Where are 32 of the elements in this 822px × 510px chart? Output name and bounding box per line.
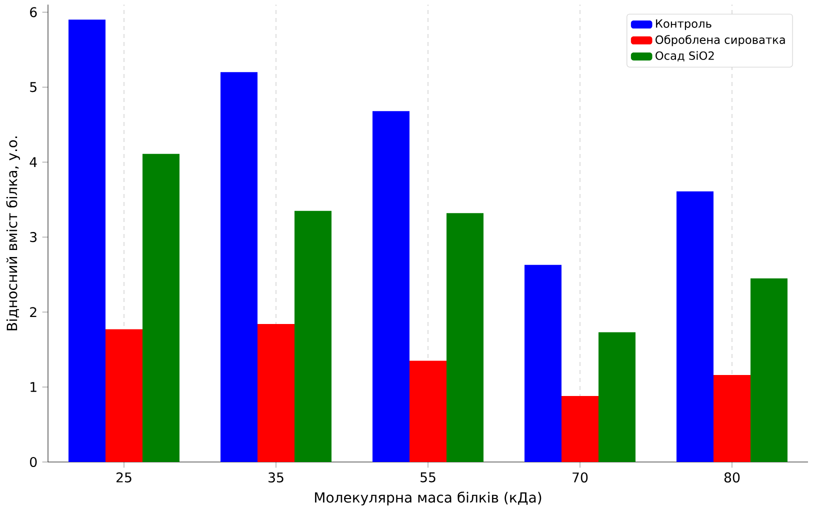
- y-tick-label: 2: [30, 307, 36, 318]
- bar: [220, 72, 258, 462]
- bar: [714, 375, 751, 462]
- y-tick-label: 6: [30, 7, 37, 18]
- bar: [142, 154, 180, 462]
- x-tick-label: 80: [724, 472, 740, 483]
- y-axis-title: Відносний вміст білка, у.о.: [6, 136, 20, 330]
- bar: [446, 213, 484, 462]
- bar: [106, 329, 142, 462]
- bar: [68, 20, 106, 462]
- bar: [598, 332, 636, 462]
- bar: [372, 111, 410, 462]
- y-tick-label: 1: [30, 382, 36, 392]
- x-tick-label: 70: [572, 472, 588, 483]
- legend-label: Осад SiO2: [656, 51, 714, 62]
- bar: [294, 210, 332, 462]
- bar: [524, 264, 562, 462]
- x-tick-label: 55: [420, 472, 436, 482]
- y-tick-label: 5: [30, 82, 36, 92]
- legend-label: Контроль: [656, 19, 712, 30]
- legend-label: Оброблена сироватка: [656, 35, 785, 46]
- bar: [750, 278, 788, 462]
- y-tick-label: 0: [30, 457, 37, 468]
- y-tick-label: 3: [30, 232, 37, 242]
- x-tick-label: 25: [116, 472, 132, 483]
- bar: [258, 324, 294, 462]
- x-tick-label: 35: [268, 472, 284, 483]
- bar: [562, 396, 599, 462]
- bar: [410, 360, 447, 462]
- x-axis-title: Молекулярна маса білків (кДа): [315, 492, 542, 506]
- y-tick-label: 4: [30, 157, 37, 168]
- bar: [676, 191, 714, 462]
